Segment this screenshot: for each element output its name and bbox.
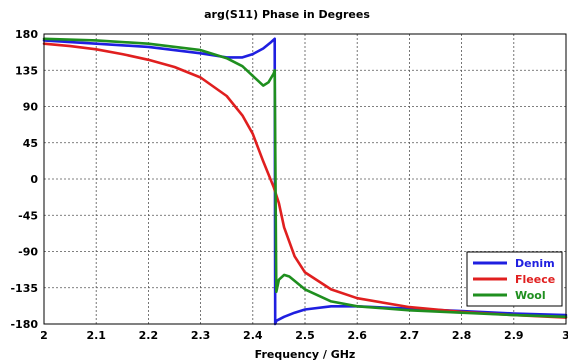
chart-title: arg(S11) Phase in Degrees [204,8,370,21]
x-tick-label: 2.1 [86,329,106,342]
legend-label-fleece: Fleece [515,273,555,286]
x-tick-label: 2.4 [243,329,263,342]
x-tick-label: 2.7 [400,329,420,342]
series-line-wool [42,37,568,319]
x-tick-label: 2.3 [191,329,211,342]
y-tick-label: -180 [10,318,38,331]
legend-label-denim: Denim [515,257,555,270]
y-tick-label: 180 [15,28,38,41]
x-tick-label: 2.6 [347,329,367,342]
x-tick-label: 2.9 [504,329,524,342]
y-tick-label: 45 [23,137,38,150]
y-tick-label: -135 [10,282,38,295]
y-tick-labels: 180 135 90 45 0 -45 -90 -135 -180 [10,28,38,331]
x-tick-label: 2.5 [295,329,315,342]
legend-label-wool: Wool [515,289,546,302]
legend: Denim Fleece Wool [466,251,563,307]
x-tick-labels: 2 2.1 2.2 2.3 2.4 2.5 2.6 2.7 2.8 2.9 3 [40,329,568,342]
y-tick-label: 0 [30,173,38,186]
y-tick-label: -90 [18,246,38,259]
x-axis-label: Frequency / GHz [255,348,356,361]
x-tick-label: 2.8 [452,329,472,342]
x-tick-label: 2.2 [139,329,159,342]
plot-frame [43,33,567,325]
x-tick-label: 3 [562,329,568,342]
y-tick-label: -45 [18,209,38,222]
x-tick-label: 2 [40,329,48,342]
y-tick-label: 135 [15,64,38,77]
y-tick-label: 90 [23,101,39,114]
series-line-fleece [42,42,568,319]
